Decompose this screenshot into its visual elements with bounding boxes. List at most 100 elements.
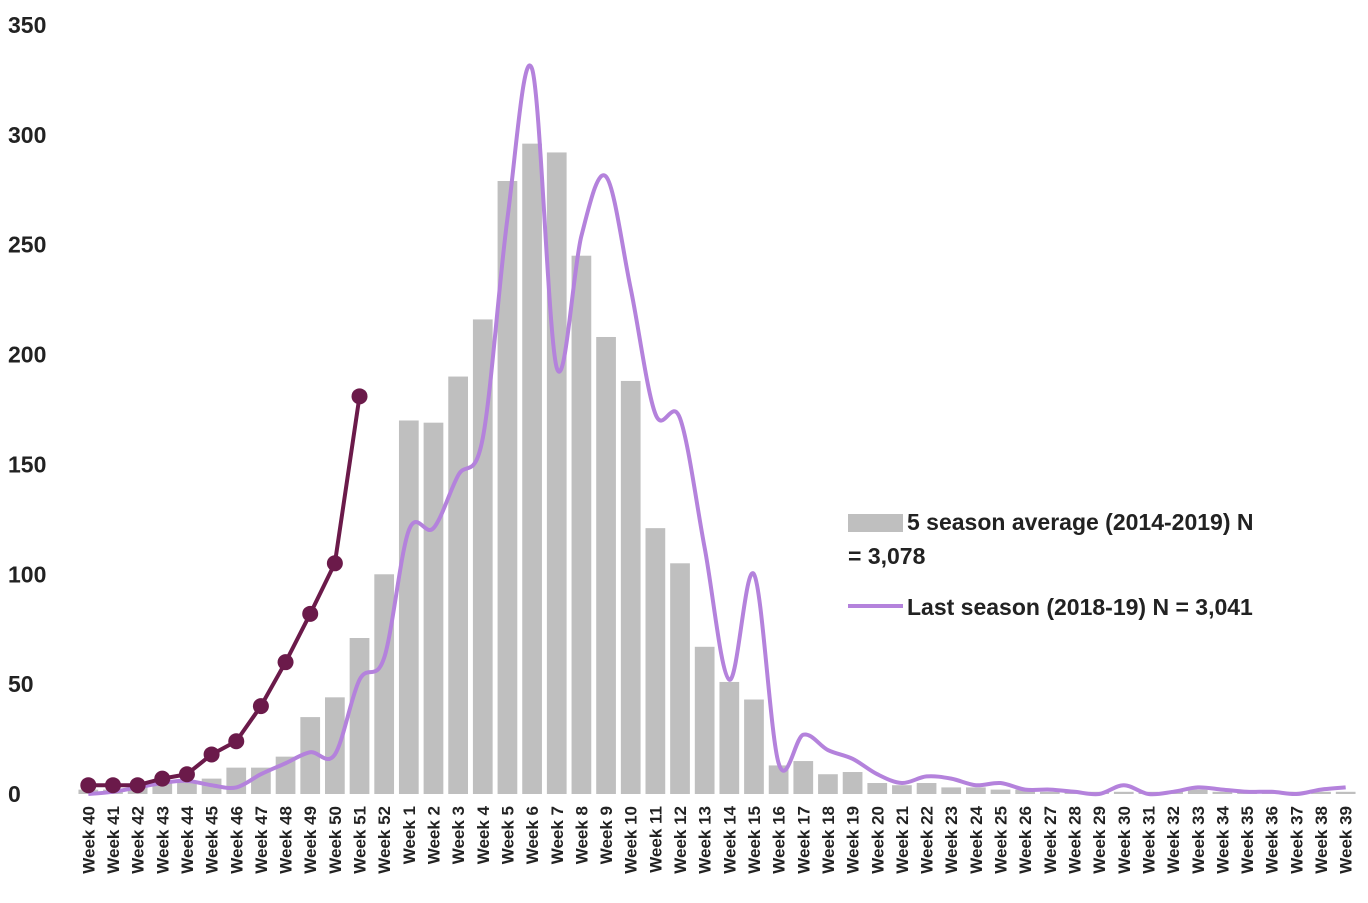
bar <box>1212 791 1233 794</box>
bar <box>645 528 666 794</box>
x-tick-label: Week 5 <box>498 806 517 864</box>
x-tick-label: Week 20 <box>868 806 887 874</box>
x-tick-label: Week 48 <box>277 806 296 874</box>
x-tick-label: Week 44 <box>178 805 197 873</box>
marker <box>104 777 121 794</box>
bar <box>941 787 962 794</box>
y-tick-label: 100 <box>8 561 46 587</box>
marker <box>277 654 294 671</box>
x-tick-label: Week 22 <box>918 806 937 874</box>
x-tick-label: Week 35 <box>1238 806 1257 874</box>
marker <box>203 746 220 763</box>
bar <box>867 783 888 794</box>
bar <box>793 761 814 794</box>
x-tick-label: Week 37 <box>1287 806 1306 874</box>
x-tick-label: Week 43 <box>153 806 172 874</box>
bar <box>325 697 345 794</box>
bar <box>620 380 641 794</box>
x-tick-label: Week 29 <box>1090 806 1109 874</box>
bar <box>1015 789 1036 794</box>
bar <box>1311 791 1331 794</box>
marker <box>228 733 245 750</box>
bar <box>300 717 321 794</box>
bar <box>892 785 912 794</box>
x-tick-label: Week 17 <box>794 806 813 874</box>
bar <box>522 143 542 794</box>
x-tick-label: Week 12 <box>671 806 690 874</box>
y-tick-label: 300 <box>8 122 46 148</box>
marker <box>154 770 171 787</box>
bar <box>374 574 395 794</box>
bar <box>448 376 468 794</box>
x-tick-label: Week 2 <box>424 806 443 864</box>
bar <box>1113 791 1134 794</box>
x-tick-label: Week 28 <box>1065 806 1084 874</box>
bar <box>1335 791 1356 794</box>
x-tick-label: Week 42 <box>129 806 148 874</box>
x-tick-label: Week 38 <box>1312 806 1331 874</box>
x-tick-label: Week 40 <box>79 806 98 874</box>
marker <box>302 605 319 622</box>
bar <box>546 152 567 795</box>
bar <box>152 783 173 794</box>
bar <box>670 563 690 794</box>
legend-swatch <box>848 604 903 608</box>
x-tick-label: Week 45 <box>203 806 222 874</box>
bar <box>818 774 838 794</box>
x-tick-label: Week 4 <box>474 805 493 864</box>
bar <box>966 787 986 794</box>
x-tick-label: Week 39 <box>1337 806 1356 874</box>
marker <box>178 766 195 783</box>
line <box>88 63 1346 797</box>
marker <box>80 777 97 794</box>
bar <box>251 767 271 794</box>
x-tick-label: Week 10 <box>622 806 641 874</box>
y-tick-label: 250 <box>8 232 46 258</box>
marker <box>252 698 269 715</box>
marker <box>351 388 368 405</box>
x-tick-label: Week 3 <box>449 806 468 864</box>
x-tick-label: Week 46 <box>227 806 246 874</box>
legend-label: Last season (2018-19) N = 3,041 <box>907 594 1253 620</box>
x-tick-label: Week 33 <box>1189 806 1208 874</box>
x-tick-label: Week 36 <box>1263 806 1282 874</box>
bar <box>398 420 419 794</box>
y-tick-label: 50 <box>8 671 34 697</box>
x-tick-label: Week 11 <box>646 806 665 873</box>
x-tick-label: Week 1 <box>400 806 419 864</box>
bar <box>226 767 247 794</box>
y-tick-label: 350 <box>8 12 46 38</box>
bar <box>177 780 197 794</box>
bar <box>1039 791 1060 794</box>
marker <box>326 555 343 572</box>
bar <box>497 180 518 795</box>
y-tick-label: 0 <box>8 781 21 807</box>
x-tick-label: Week 24 <box>967 805 986 873</box>
bar <box>596 336 616 794</box>
bar <box>349 638 370 794</box>
x-tick-label: Week 15 <box>745 806 764 874</box>
x-tick-label: Week 14 <box>720 805 739 873</box>
x-tick-label: Week 51 <box>351 806 370 874</box>
x-tick-label: Week 32 <box>1164 806 1183 874</box>
x-tick-label: Week 47 <box>252 806 271 874</box>
x-tick-label: Week 6 <box>523 806 542 864</box>
x-tick-label: Week 27 <box>1041 806 1060 874</box>
x-tick-label: Week 19 <box>844 806 863 874</box>
y-tick-label: 200 <box>8 342 46 368</box>
legend-bar-entry: 5 season average (2014-2019) N = 3,078 <box>848 505 1268 573</box>
marker <box>129 777 146 794</box>
x-tick-label: Week 7 <box>548 806 567 864</box>
x-tick-label: Week 52 <box>375 806 394 874</box>
x-tick-label: Week 25 <box>992 806 1011 874</box>
bar <box>571 255 592 794</box>
y-tick-label: 150 <box>8 451 46 477</box>
x-tick-label: Week 49 <box>301 806 320 874</box>
x-tick-label: Week 18 <box>819 806 838 874</box>
legend-line-entry: Last season (2018-19) N = 3,041 <box>848 590 1328 624</box>
bar <box>694 646 715 794</box>
x-tick-label: Week 16 <box>770 806 789 874</box>
x-tick-label: Week 30 <box>1115 806 1134 874</box>
x-tick-label: Week 9 <box>597 806 616 864</box>
